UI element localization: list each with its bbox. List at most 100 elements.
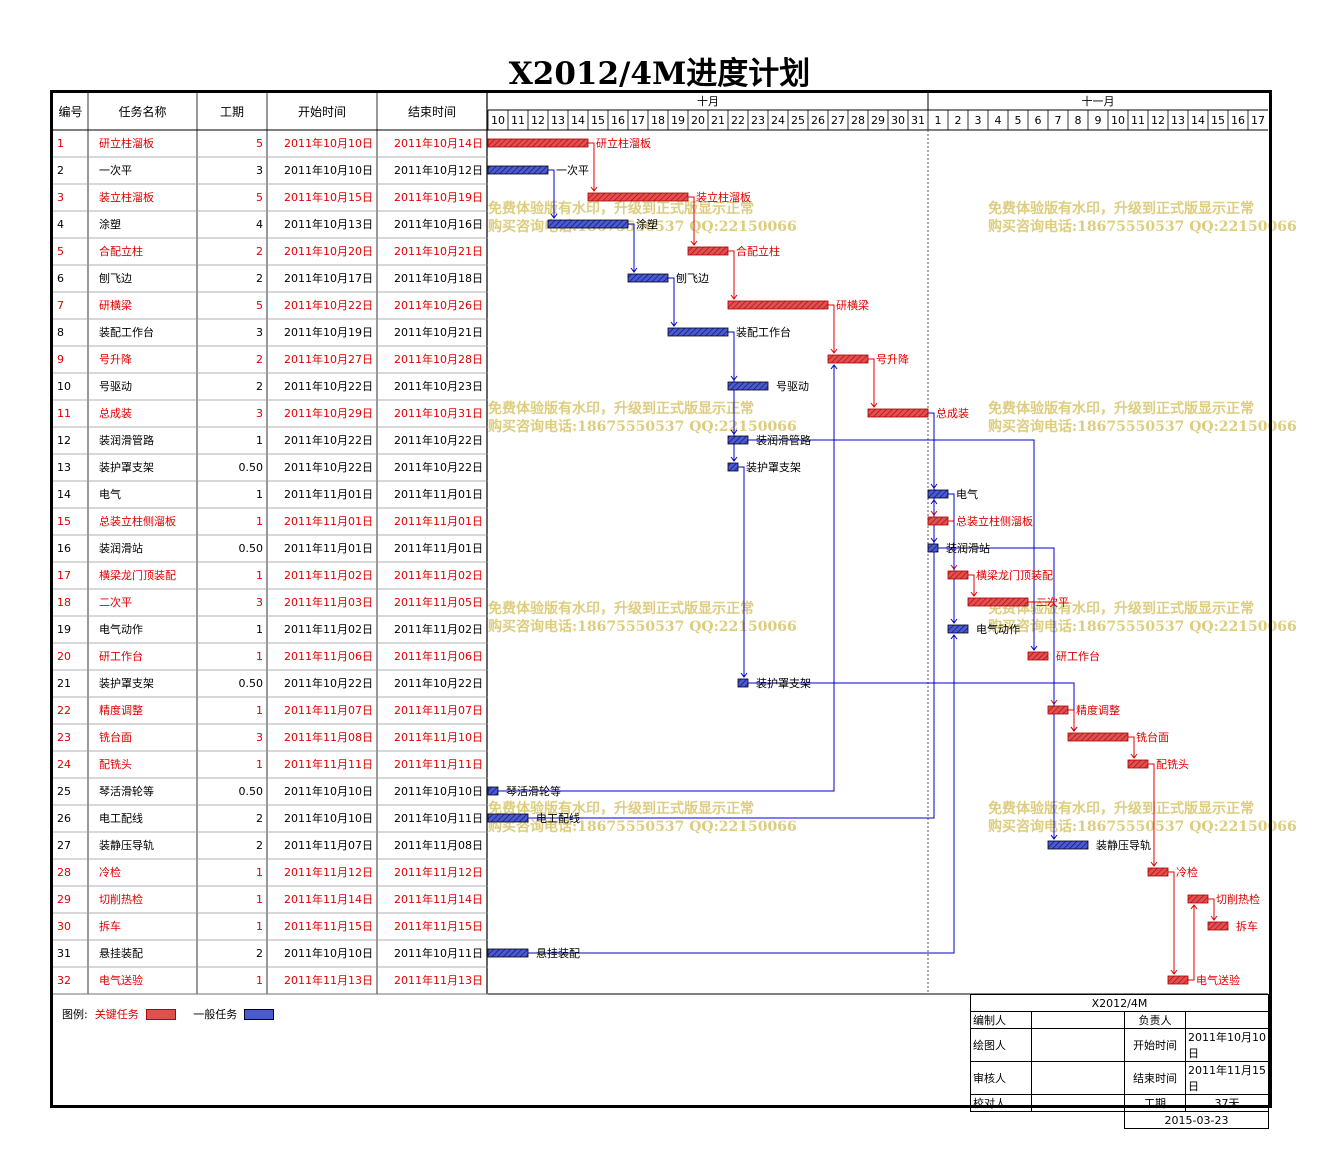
task-id: 32 — [57, 974, 71, 987]
dependency-arrow — [970, 591, 978, 597]
day-label: 11 — [511, 114, 525, 127]
task-start: 2011年10月27日 — [284, 352, 373, 366]
task-start: 2011年10月15日 — [284, 190, 373, 204]
day-label: 31 — [911, 114, 925, 127]
page-title: X2012/4M进度计划 — [508, 56, 811, 92]
dependency-link — [1068, 709, 1075, 731]
dependency-link — [528, 635, 955, 954]
legend-critical-swatch — [145, 1008, 176, 1020]
task-bar — [737, 678, 749, 688]
task-duration: 2 — [256, 245, 263, 258]
task-start: 2011年10月22日 — [284, 379, 373, 393]
header-start: 开始时间 — [298, 105, 346, 119]
day-label: 19 — [671, 114, 685, 127]
day-label: 13 — [551, 114, 565, 127]
task-duration: 1 — [256, 974, 263, 987]
task-start: 2011年11月07日 — [284, 838, 373, 852]
task-end: 2011年10月14日 — [394, 136, 483, 150]
info-box: X2012/4M 编制人 负责人 绘图人 开始时间 2011年10月10日 审核… — [970, 994, 1269, 1129]
task-bar — [947, 570, 969, 580]
task-name: 悬挂装配 — [99, 946, 143, 960]
day-label: 29 — [871, 114, 885, 127]
task-end: 2011年11月11日 — [394, 757, 483, 771]
watermark-line2: 购买咨询电话:18675550537 QQ:22150066 — [988, 418, 1297, 435]
watermark-line2: 购买咨询电话:18675550537 QQ:22150066 — [988, 818, 1297, 835]
task-bar — [727, 300, 829, 310]
dependency-link — [1128, 736, 1135, 758]
task-bar — [487, 786, 499, 796]
task-bar-label: 拆车 — [1236, 919, 1258, 933]
task-name: 装润滑站 — [99, 541, 143, 555]
dependency-link — [1168, 871, 1175, 974]
legend: 图例: 关键任务 一般任务 — [62, 1006, 275, 1022]
watermark-line2: 购买咨询电话:18675550537 QQ:22150066 — [988, 618, 1297, 635]
task-bar — [927, 489, 949, 499]
day-label: 9 — [1095, 114, 1102, 127]
task-name: 研立柱溜板 — [99, 136, 154, 150]
task-duration: 1 — [256, 488, 263, 501]
dependency-link — [498, 365, 835, 792]
task-bar-label: 装润滑管路 — [756, 433, 811, 447]
task-bar — [487, 165, 549, 175]
task-name: 装配工作台 — [99, 325, 154, 339]
day-label: 10 — [1111, 114, 1125, 127]
dependency-arrow — [1190, 904, 1198, 910]
header-duration: 工期 — [220, 105, 244, 119]
dependency-link — [738, 466, 745, 677]
task-end: 2011年11月08日 — [394, 838, 483, 852]
dependency-arrow — [670, 321, 678, 327]
task-id: 21 — [57, 677, 71, 690]
info-end-label: 结束时间 — [1124, 1061, 1186, 1095]
task-duration: 4 — [256, 218, 263, 231]
day-label: 16 — [1231, 114, 1245, 127]
task-id: 15 — [57, 515, 71, 528]
task-bar-label: 装立柱溜板 — [696, 190, 751, 204]
task-id: 31 — [57, 947, 71, 960]
day-label: 14 — [571, 114, 585, 127]
task-name: 号升降 — [99, 352, 132, 366]
task-start: 2011年11月06日 — [284, 649, 373, 663]
task-id: 19 — [57, 623, 71, 636]
task-duration: 1 — [256, 569, 263, 582]
task-name: 研横梁 — [99, 298, 132, 312]
task-id: 9 — [57, 353, 64, 366]
task-end: 2011年10月11日 — [394, 811, 483, 825]
info-end: 2011年11月15日 — [1185, 1061, 1269, 1095]
task-name: 一次平 — [99, 163, 132, 177]
task-start: 2011年11月08日 — [284, 730, 373, 744]
task-start: 2011年10月20日 — [284, 244, 373, 258]
task-start: 2011年11月03日 — [284, 595, 373, 609]
day-label: 10 — [491, 114, 505, 127]
dependency-arrow — [830, 348, 838, 354]
task-bar — [1147, 867, 1169, 877]
task-bar — [727, 462, 739, 472]
task-name: 号驱动 — [99, 380, 132, 393]
task-name: 电气送验 — [99, 973, 143, 987]
task-bar-label: 装护罩支架 — [746, 460, 801, 474]
task-bar-label: 合配立柱 — [736, 244, 780, 258]
task-end: 2011年10月21日 — [394, 325, 483, 339]
task-bar — [1027, 651, 1049, 661]
task-id: 4 — [57, 218, 64, 231]
task-start: 2011年11月02日 — [284, 568, 373, 582]
dependency-link — [928, 412, 935, 542]
task-name: 电气动作 — [99, 622, 143, 636]
task-start: 2011年10月22日 — [284, 298, 373, 312]
day-label: 2 — [955, 114, 962, 127]
task-end: 2011年11月02日 — [394, 568, 483, 582]
dependency-link — [728, 331, 735, 461]
dependency-arrow — [630, 267, 638, 273]
task-end: 2011年11月06日 — [394, 649, 483, 663]
task-id: 1 — [57, 137, 64, 150]
info-proof-label: 校对人 — [970, 1094, 1032, 1112]
task-start: 2011年11月14日 — [284, 892, 373, 906]
task-start: 2011年10月10日 — [284, 811, 373, 825]
dependency-link — [668, 277, 675, 326]
task-bar — [947, 624, 969, 634]
task-bar-label: 电气动作 — [976, 622, 1020, 636]
dependency-arrow — [1130, 753, 1138, 759]
task-duration: 0.50 — [239, 677, 264, 690]
dependency-link — [948, 493, 955, 623]
task-duration: 2 — [256, 947, 263, 960]
task-end: 2011年10月31日 — [394, 406, 483, 420]
